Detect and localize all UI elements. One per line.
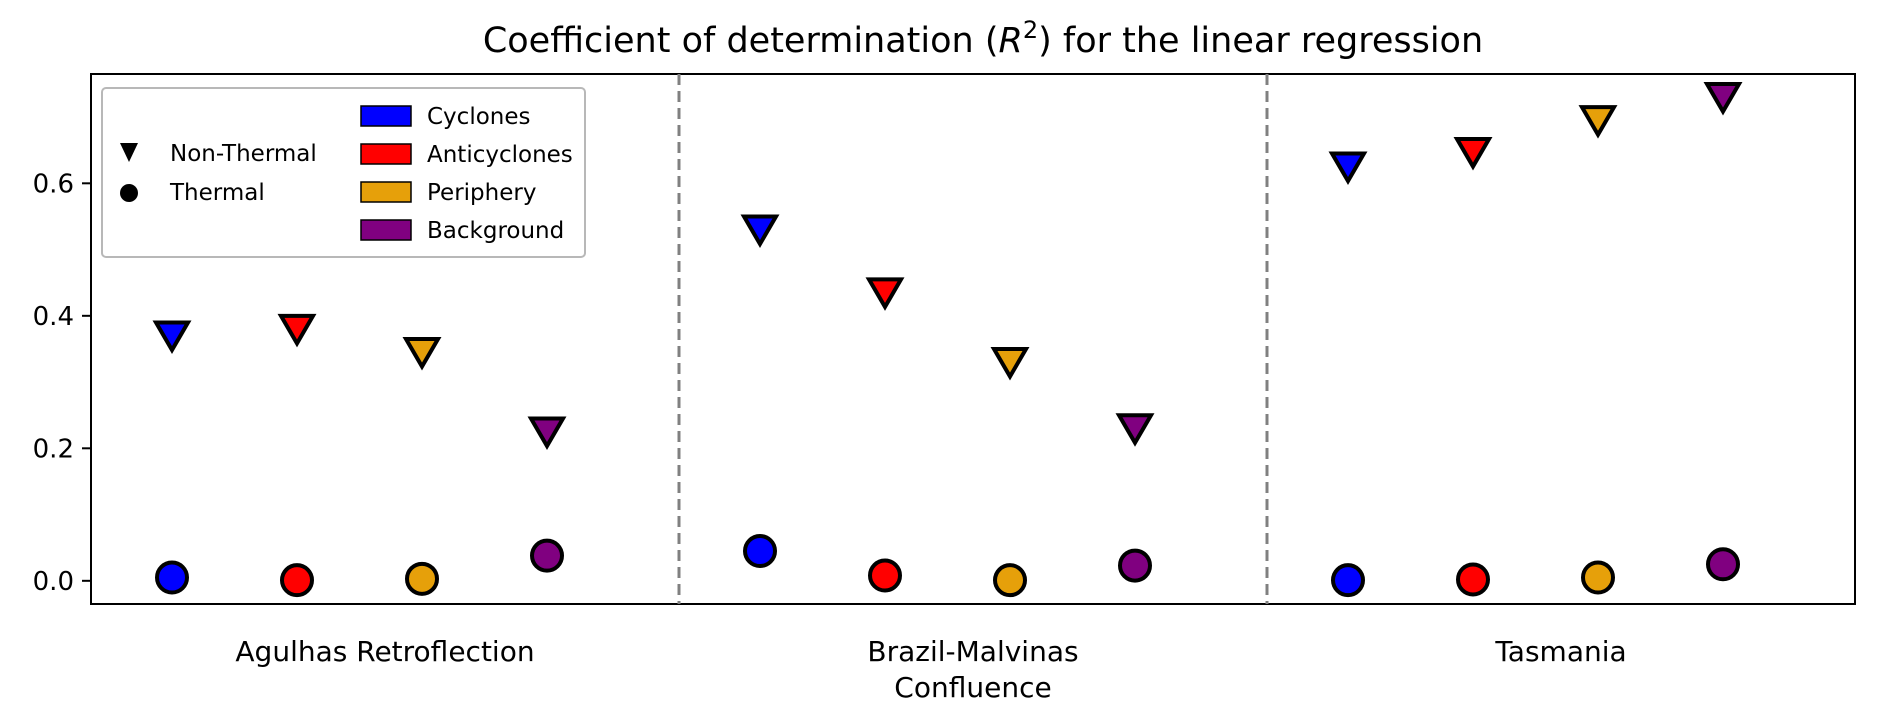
title-math-exp: 2 bbox=[1023, 16, 1038, 44]
legend-triangle-icon bbox=[120, 143, 138, 162]
y-axis: 0.0 0.2 0.4 0.6 bbox=[33, 169, 91, 597]
legend-circle-icon bbox=[120, 184, 138, 202]
marker-non-thermal bbox=[1453, 136, 1493, 171]
marker-thermal bbox=[405, 561, 439, 596]
legend-frame bbox=[101, 87, 586, 258]
legend-type-label: Non-Thermal bbox=[170, 141, 317, 167]
legend-swatch bbox=[360, 181, 412, 203]
legend-categories: Cyclones Anticyclones Periphery Background bbox=[360, 104, 573, 244]
legend-swatch bbox=[360, 143, 412, 165]
legend-swatch bbox=[360, 219, 412, 241]
y-tick-label: 0.2 bbox=[33, 434, 74, 464]
marker-non-thermal bbox=[1328, 151, 1368, 186]
legend: Non-Thermal Thermal Cyclones Anticyclones P… bbox=[101, 87, 586, 258]
marker-thermal bbox=[1331, 563, 1365, 598]
marker-thermal bbox=[743, 534, 777, 568]
marker-thermal bbox=[993, 563, 1027, 598]
marker-thermal bbox=[1456, 562, 1490, 597]
marker-non-thermal bbox=[152, 320, 192, 354]
marker-non-thermal bbox=[277, 313, 317, 348]
marker-thermal bbox=[155, 560, 189, 595]
y-tick-label: 0.4 bbox=[33, 302, 74, 332]
legend-category-label: Anticyclones bbox=[427, 142, 573, 168]
chart-title: Coefficient of determination (R2) for th… bbox=[483, 16, 1483, 61]
y-tick-label: 0.0 bbox=[33, 567, 74, 597]
y-tick-label: 0.6 bbox=[33, 169, 74, 199]
plot-area bbox=[90, 73, 1856, 605]
title-prefix: Coefficient of determination ( bbox=[483, 21, 999, 61]
region-label: Brazil-Malvinas bbox=[867, 635, 1078, 668]
marker-non-thermal bbox=[1578, 105, 1618, 139]
marker-non-thermal bbox=[865, 277, 905, 311]
marker-non-thermal bbox=[402, 337, 442, 371]
region-labels: Agulhas Retroflection Brazil-MalvinasConf… bbox=[235, 635, 1626, 704]
region-label: Confluence bbox=[894, 671, 1051, 704]
marker-thermal bbox=[280, 563, 314, 598]
legend-category-label: Background bbox=[427, 218, 564, 244]
data-markers bbox=[152, 81, 1743, 598]
marker-non-thermal bbox=[990, 346, 1030, 381]
marker-thermal bbox=[1581, 560, 1615, 595]
marker-thermal bbox=[1118, 548, 1152, 583]
marker-thermal bbox=[530, 538, 564, 573]
legend-category-label: Cyclones bbox=[427, 104, 531, 130]
marker-non-thermal bbox=[1115, 413, 1155, 447]
region-label: Tasmania bbox=[1494, 635, 1626, 668]
marker-non-thermal bbox=[1703, 81, 1743, 116]
marker-thermal bbox=[1706, 547, 1740, 582]
marker-non-thermal bbox=[527, 416, 567, 451]
legend-swatch bbox=[360, 105, 412, 127]
marker-non-thermal bbox=[740, 214, 780, 248]
legend-marker-types: Non-Thermal Thermal bbox=[120, 141, 317, 206]
region-label: Agulhas Retroflection bbox=[235, 635, 534, 668]
legend-category-label: Periphery bbox=[427, 180, 536, 206]
region-separators bbox=[677, 74, 1269, 604]
legend-type-label: Thermal bbox=[169, 180, 265, 206]
title-math-base: R bbox=[999, 21, 1023, 61]
marker-thermal bbox=[868, 558, 902, 593]
title-suffix: ) for the linear regression bbox=[1038, 21, 1483, 61]
